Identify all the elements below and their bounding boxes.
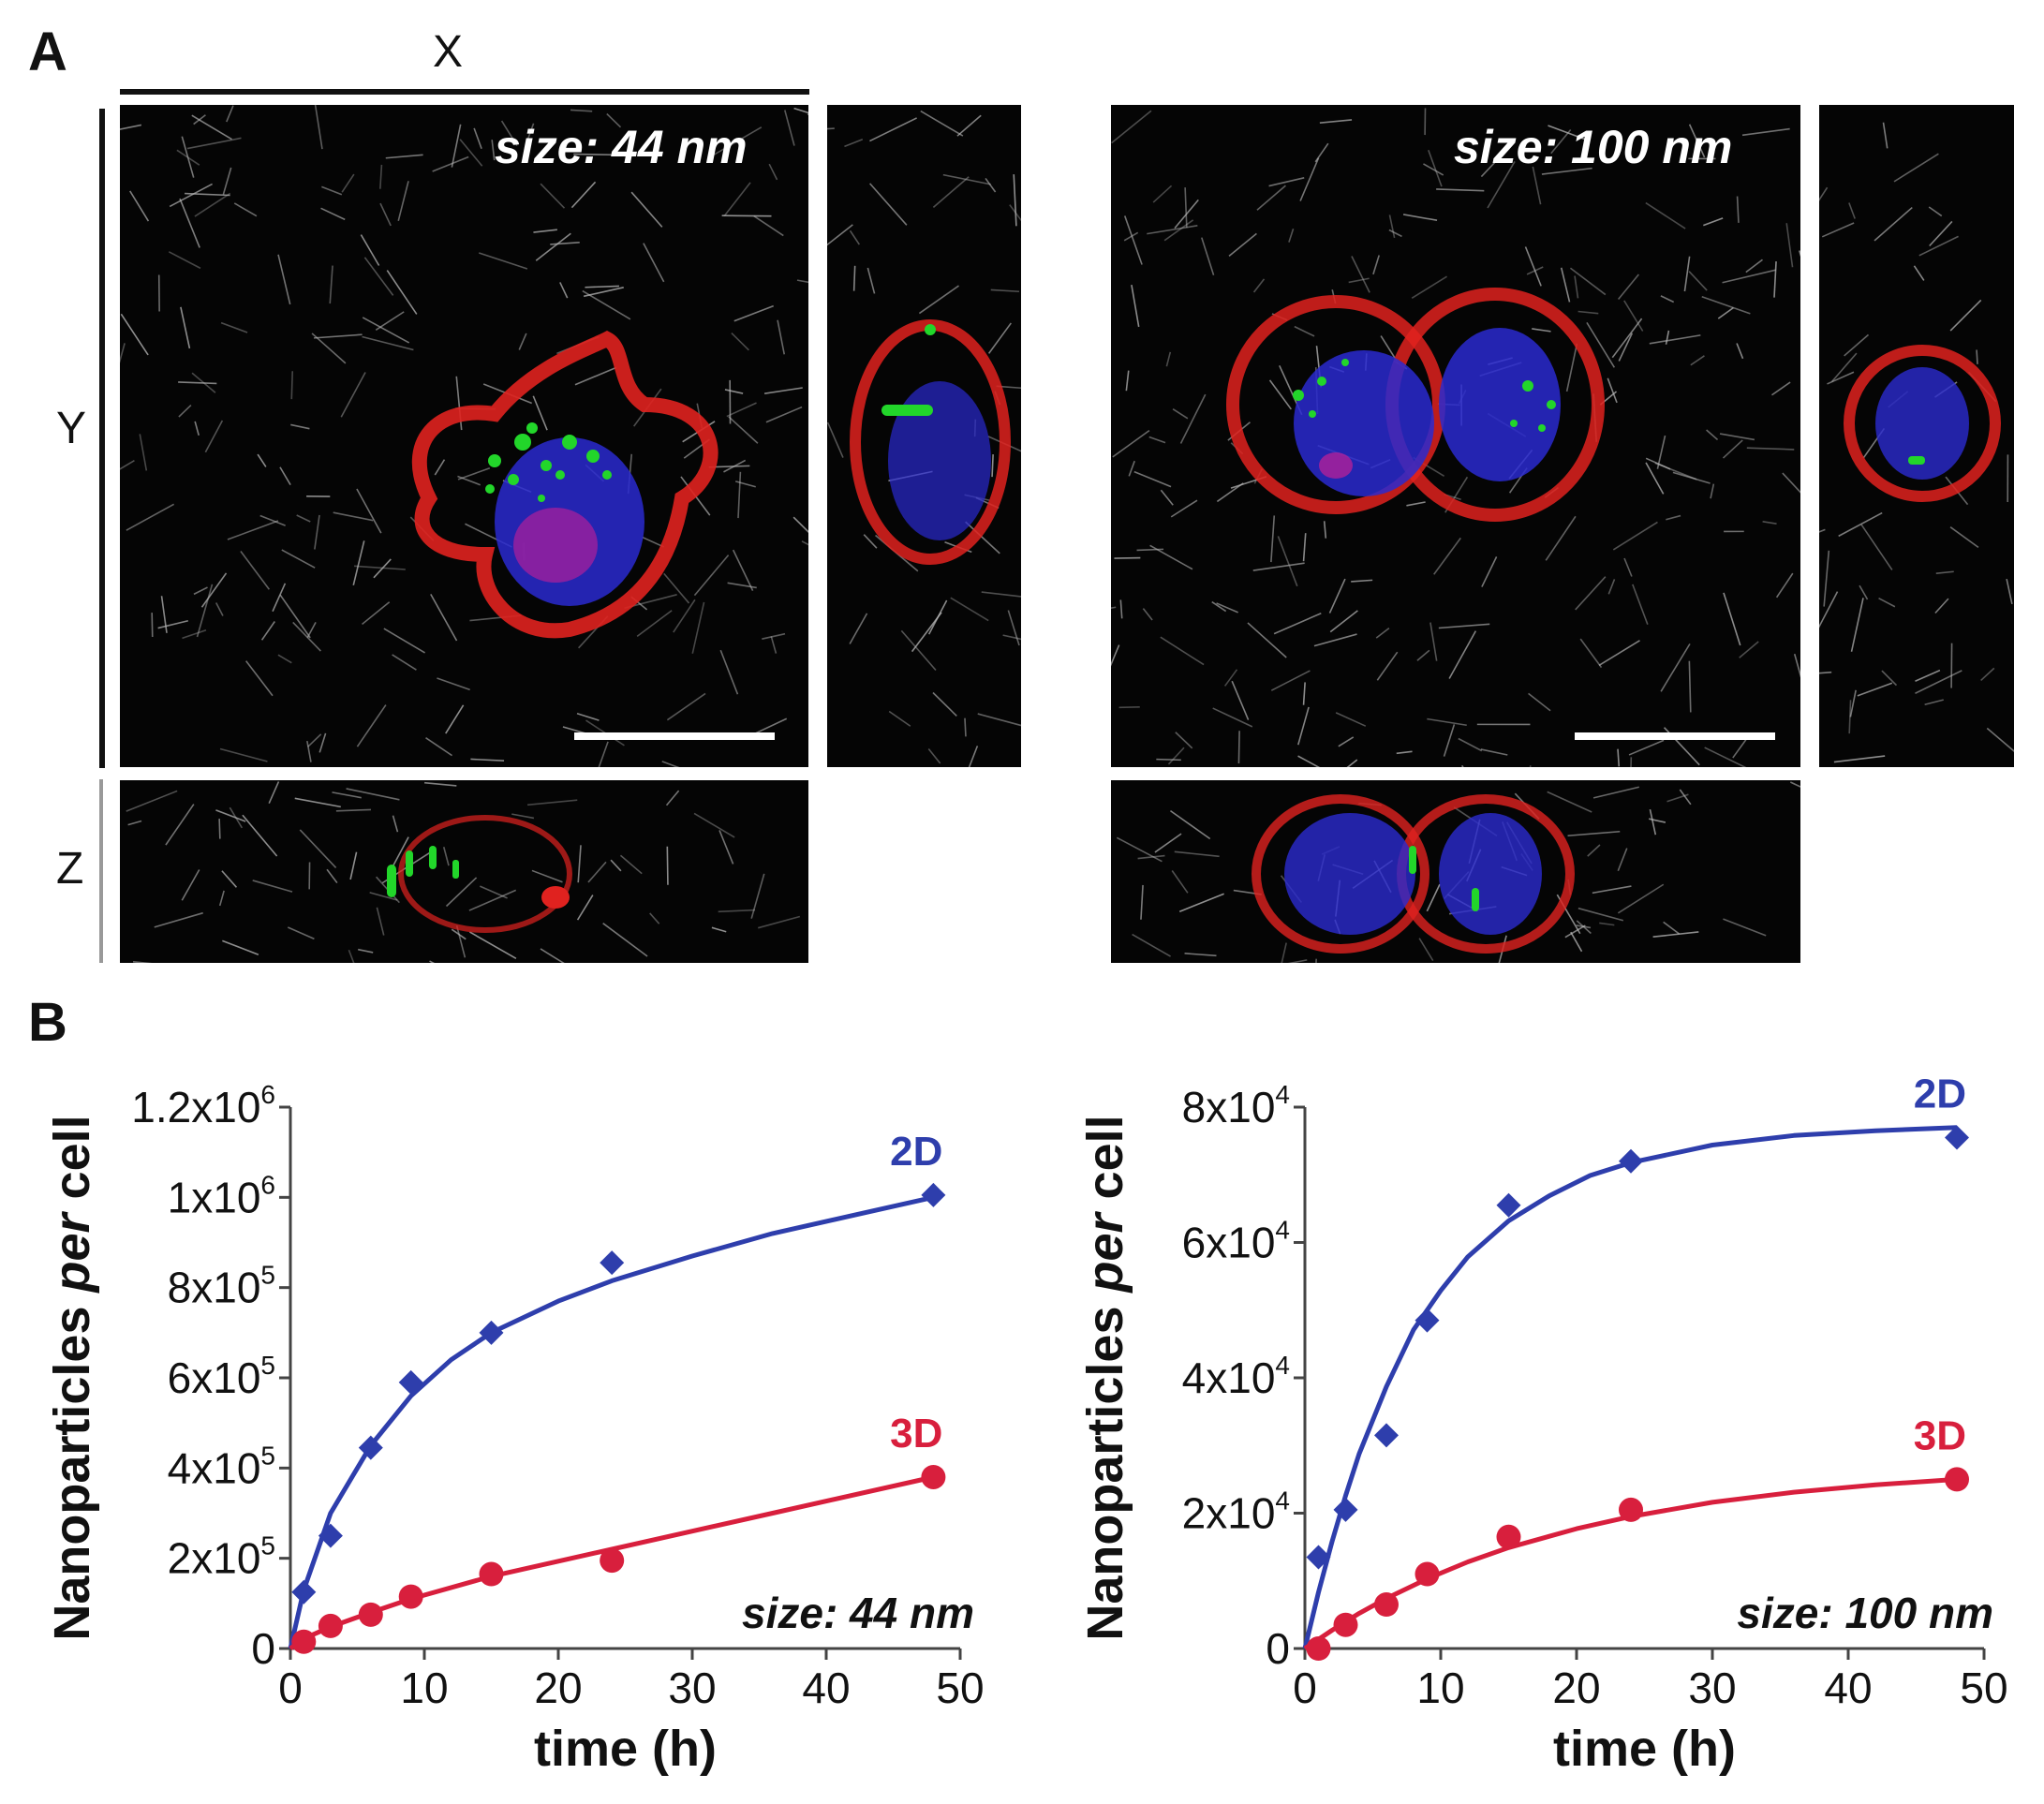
uptake-chart-2: 0 10 20 30 40 50 0 2x104 4x104 6x104 8x104 time (h)… (1077, 1072, 2008, 1777)
data-point (358, 1435, 383, 1460)
data-point (318, 1613, 343, 1638)
data-point (291, 1579, 317, 1604)
x-axis-letter: X (433, 27, 464, 77)
data-point (1374, 1423, 1399, 1448)
data-point (291, 1629, 317, 1654)
y-tick-label: 6x105 (168, 1351, 275, 1402)
size-label-44nm: size: 44 nm (495, 121, 748, 173)
y-tick-label: 0 (251, 1624, 275, 1673)
x-tick-label: 20 (1552, 1664, 1600, 1712)
x-extent-bar (120, 89, 809, 95)
data-point (1496, 1524, 1521, 1549)
y-axis-label: Nanoparticles per cell (44, 1115, 100, 1640)
data-point (479, 1320, 504, 1345)
y-tick-label: 2x105 (168, 1531, 275, 1583)
x-tick-label: 40 (1824, 1664, 1872, 1712)
size-annotation: size: 100 nm (1737, 1589, 1993, 1637)
x-tick-label: 0 (1293, 1664, 1317, 1712)
y-extent-bar (99, 109, 105, 768)
x-tick-label: 50 (936, 1664, 984, 1712)
data-point (1374, 1592, 1399, 1618)
cell-fluorescence-100nm-xz (1116, 781, 1800, 963)
data-point (1415, 1308, 1440, 1333)
series-2d: 2D (288, 1129, 946, 1649)
data-point (1496, 1192, 1521, 1218)
data-point (1619, 1148, 1643, 1174)
series-label-2d: 2D (890, 1129, 942, 1175)
z-axis-letter: Z (56, 844, 84, 894)
data-point (358, 1602, 383, 1627)
x-tick-label: 40 (802, 1664, 850, 1712)
x-axis-label: time (h) (534, 1721, 717, 1777)
data-point (1306, 1545, 1331, 1570)
xy-image-44nm (120, 105, 808, 767)
data-point (398, 1369, 423, 1395)
y-tick-label: 0 (1266, 1624, 1290, 1673)
data-point (600, 1250, 625, 1276)
data-point (318, 1523, 343, 1548)
cell-fluorescence-100nm-yz (1819, 122, 2014, 763)
y-tick-label: 8x104 (1182, 1080, 1290, 1131)
z-extent-bar (99, 779, 103, 963)
data-point (1306, 1636, 1331, 1661)
cell-fluorescence-44nm-xy (120, 105, 808, 767)
data-point (1945, 1125, 1969, 1150)
panel-b-letter: B (28, 992, 67, 1053)
data-point (1945, 1467, 1969, 1492)
y-axis-label: Nanoparticles per cell (1077, 1115, 1133, 1640)
x-tick-label: 30 (668, 1664, 716, 1712)
series-2d: 2D (1302, 1072, 1969, 1649)
data-point (921, 1464, 946, 1489)
cell-fluorescence-100nm-xy (1111, 108, 1800, 767)
data-point (921, 1182, 946, 1207)
fit-curve-2d (1302, 1125, 1958, 1649)
x-tick-label: 30 (1688, 1664, 1736, 1712)
data-point (479, 1561, 504, 1587)
x-axis-label: time (h) (1553, 1721, 1736, 1777)
y-tick-label: 4x104 (1182, 1351, 1290, 1402)
xz-image-100nm (1111, 780, 1800, 963)
scale-bar (574, 732, 775, 740)
series-3d: 3D (1303, 1412, 1969, 1661)
data-point (1333, 1612, 1358, 1637)
x-tick-label: 0 (278, 1664, 303, 1712)
size-label-100nm: size: 100 nm (1454, 121, 1733, 173)
data-point (1415, 1561, 1440, 1587)
cell-fluorescence-44nm-yz (827, 110, 1021, 767)
data-point (1619, 1497, 1643, 1522)
uptake-chart-1: 0 10 20 30 40 50 0 2x105 4x105 6x105 8x105 1x106 1.2… (44, 1080, 985, 1777)
y-tick-label: 1.2x106 (131, 1080, 275, 1131)
series-3d: 3D (289, 1411, 946, 1654)
cell-fluorescence-44nm-xz (126, 781, 801, 963)
series-label-3d: 3D (890, 1411, 942, 1457)
y-tick-label: 2x104 (1182, 1486, 1290, 1538)
size-annotation: size: 44 nm (742, 1589, 974, 1637)
data-point (1333, 1497, 1358, 1522)
y-tick-label: 8x105 (168, 1261, 275, 1312)
y-tick-label: 1x106 (168, 1170, 275, 1221)
series-label-3d: 3D (1914, 1412, 1966, 1458)
xy-image-100nm (1111, 105, 1800, 767)
yz-image-100nm (1819, 105, 2014, 767)
series-label-2d: 2D (1914, 1072, 1966, 1117)
x-tick-label: 10 (400, 1664, 448, 1712)
panel-a-letter: A (28, 22, 67, 82)
y-tick-label: 4x105 (168, 1441, 275, 1492)
y-tick-label: 6x104 (1182, 1216, 1290, 1267)
data-point (600, 1548, 625, 1574)
data-point (398, 1584, 423, 1609)
yz-image-44nm (827, 105, 1021, 767)
x-tick-label: 10 (1416, 1664, 1464, 1712)
x-tick-label: 20 (534, 1664, 582, 1712)
scale-bar (1575, 732, 1775, 740)
x-tick-label: 50 (1960, 1664, 2007, 1712)
xz-image-44nm (120, 780, 808, 963)
y-axis-letter: Y (56, 404, 87, 453)
